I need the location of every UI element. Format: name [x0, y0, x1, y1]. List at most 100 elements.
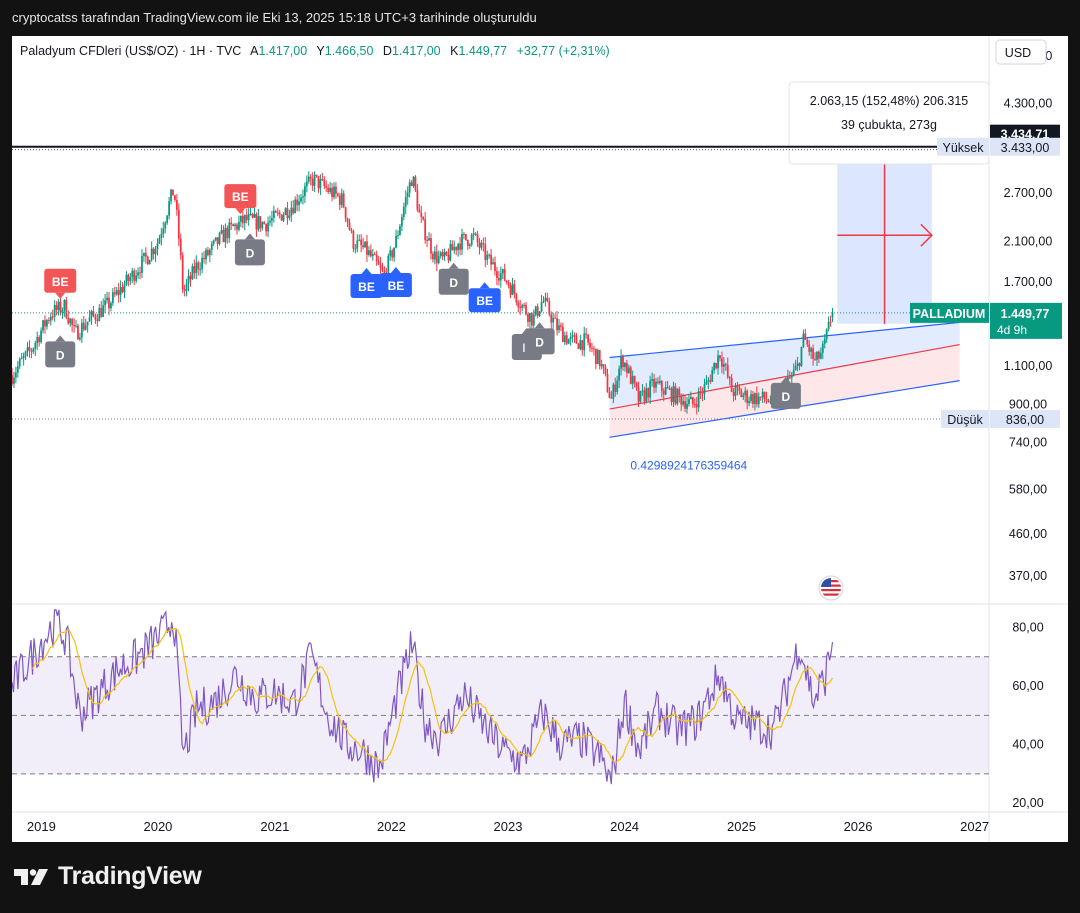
d-signal[interactable]: D [45, 335, 76, 368]
candle [616, 375, 619, 395]
candle [162, 221, 165, 238]
be-signal[interactable]: BE [224, 184, 257, 215]
d-signal-label: D [56, 348, 65, 362]
be-signal[interactable]: BE [350, 267, 383, 298]
currency-button[interactable] [995, 39, 1047, 65]
candle [100, 300, 103, 318]
us-flag-icon[interactable] [818, 575, 844, 601]
candle [358, 234, 361, 242]
d-signal[interactable]: D [438, 262, 469, 295]
candle [823, 333, 826, 349]
candle [422, 216, 425, 221]
candle [581, 339, 584, 356]
candles-layer [12, 171, 834, 415]
candle [168, 196, 171, 220]
channel-mid-line[interactable] [609, 343, 960, 410]
candle [798, 362, 801, 371]
channel-upper-line[interactable] [609, 321, 960, 359]
candle [160, 227, 163, 246]
candle [77, 323, 79, 340]
candle [373, 251, 376, 256]
legend-change: +32,77 (+2,31%) [517, 44, 610, 58]
candle [369, 244, 372, 258]
candle [678, 386, 681, 403]
candle [577, 342, 580, 350]
d-signal-label: D [782, 390, 791, 404]
candle [602, 363, 605, 375]
candle [348, 218, 351, 231]
candle [676, 388, 679, 406]
candle [319, 174, 322, 196]
candle [808, 340, 811, 356]
candle [757, 392, 760, 408]
rsi-tick-label: 60,00 [1012, 679, 1043, 693]
candle [480, 239, 483, 251]
candle [478, 238, 481, 255]
candle [265, 223, 268, 237]
candle [360, 234, 363, 253]
candle [290, 200, 293, 222]
candle [519, 299, 522, 315]
candle [203, 251, 205, 264]
candle [722, 356, 725, 375]
candle [680, 393, 683, 412]
candle [53, 300, 56, 322]
candle [340, 188, 343, 209]
candle [236, 222, 238, 235]
candle [238, 215, 240, 232]
be-signal-label: BE [476, 294, 493, 308]
candle [569, 332, 572, 346]
candle [141, 249, 143, 279]
measure-arrow-head-right [920, 223, 933, 247]
candle [686, 397, 688, 414]
candle [300, 194, 302, 204]
candle [560, 322, 562, 332]
candle [288, 209, 291, 221]
candle [814, 352, 816, 361]
candle [302, 189, 304, 205]
d-signal[interactable]: D [524, 322, 555, 355]
candle [298, 194, 300, 212]
candle [658, 375, 661, 385]
candle [152, 247, 155, 260]
candle [410, 180, 413, 187]
rsi-tick-label: 40,00 [1012, 738, 1043, 752]
be-signal[interactable]: BE [44, 268, 77, 299]
candle [315, 174, 318, 178]
candle [117, 282, 120, 303]
candle [505, 280, 508, 285]
candle [379, 257, 382, 274]
candle [131, 267, 134, 284]
candle [92, 306, 95, 318]
d-signal[interactable]: D [234, 233, 265, 266]
rsi-ma-line [31, 627, 834, 763]
time-tick-label: 2026 [844, 819, 873, 834]
candle [509, 282, 512, 299]
chart-svg[interactable]: 0.4298924176359464 2.063,15 (152,48%) 20… [12, 36, 1068, 842]
candle [49, 312, 52, 326]
candle [571, 330, 574, 343]
d-signal[interactable]: D [770, 376, 801, 409]
candle [688, 394, 690, 407]
candle [761, 388, 764, 404]
candle [119, 280, 122, 303]
candle [736, 381, 739, 396]
candle [28, 340, 31, 358]
candle [631, 370, 634, 390]
be-signal[interactable]: BE [379, 266, 412, 297]
candle [154, 245, 157, 262]
candle [451, 240, 454, 251]
candle [272, 205, 275, 223]
candle [102, 298, 105, 318]
candle [249, 207, 252, 216]
candle [397, 230, 399, 240]
candle [435, 244, 438, 271]
be-signal[interactable]: BE [468, 282, 501, 313]
candle [321, 172, 324, 182]
legend: Paladyum CFDleri (US$/OZ) · 1H · TVC A1.… [20, 44, 610, 58]
candle [705, 375, 708, 386]
candle [558, 319, 560, 334]
candle [30, 347, 33, 359]
channel-lower-line[interactable] [609, 380, 960, 438]
